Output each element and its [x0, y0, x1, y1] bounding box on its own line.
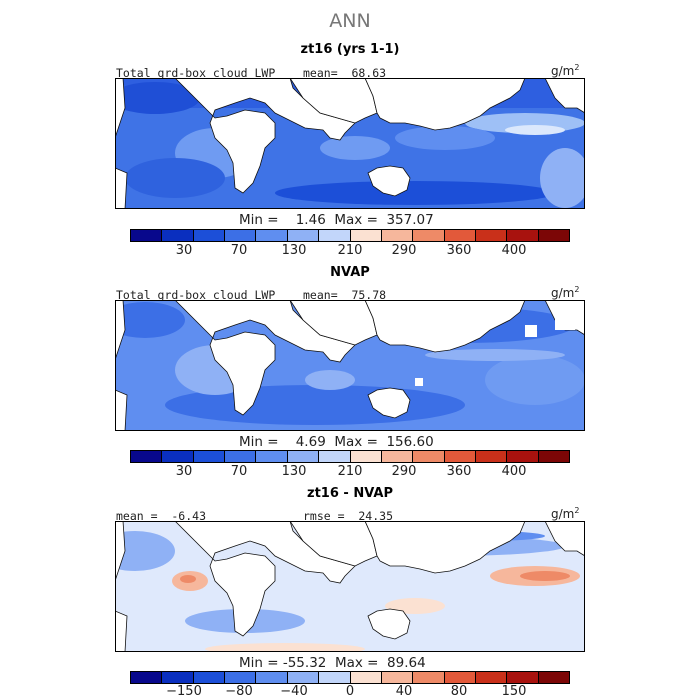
colorbar-tick: 210: [337, 243, 363, 258]
colorbar-tick: 290: [391, 464, 417, 479]
min-max-readout: Min = -55.32 Max = 89.64: [239, 655, 426, 671]
colorbar-tick: 360: [446, 464, 472, 479]
continents: [115, 78, 585, 209]
panel-title-diff: zt16 - NVAP: [307, 486, 393, 501]
colorbar-tick: 130: [281, 243, 307, 258]
colorbar-tick: 360: [446, 243, 472, 258]
panel-field-label: Total grd-box cloud LWP: [116, 66, 276, 80]
panel-rmse-label: rmse = 24.35: [303, 509, 394, 523]
colorbar-obs: [130, 450, 570, 463]
colorbar-tick: −150: [166, 684, 202, 699]
panel-mean-label: mean = -6.43: [116, 509, 207, 523]
panel-title-model: zt16 (yrs 1-1): [300, 42, 400, 57]
colorbar-tick: 400: [501, 464, 527, 479]
colorbar-tick: 150: [501, 684, 527, 699]
map-nvap-lwp: [115, 300, 585, 431]
min-max-readout: Min = 4.69 Max = 156.60: [239, 434, 434, 450]
colorbar-tick: 70: [230, 464, 248, 479]
colorbar-tick: 30: [175, 243, 193, 258]
panel-title-obs: NVAP: [330, 265, 370, 280]
colorbar-tick: 30: [175, 464, 193, 479]
colorbar-model: [130, 229, 570, 242]
colorbar-tick: 290: [391, 243, 417, 258]
panel-field-label: Total grd-box cloud LWP: [116, 288, 276, 302]
colorbar-tick: 210: [337, 464, 363, 479]
colorbar-diff: [130, 671, 570, 684]
colorbar-tick: 40: [395, 684, 413, 699]
colorbar-tick: −40: [280, 684, 308, 699]
colorbar-tick: −80: [225, 684, 253, 699]
map-model-lwp: [115, 78, 585, 209]
colorbar-tick: 130: [281, 464, 307, 479]
panel-units: g/m2: [551, 506, 580, 521]
colorbar-tick: 70: [230, 243, 248, 258]
continents: [115, 521, 585, 652]
map-difference-lwp: [115, 521, 585, 652]
colorbar-tick: 400: [501, 243, 527, 258]
figure-title: ANN: [329, 10, 371, 32]
panel-units: g/m2: [551, 285, 580, 300]
panel-mean-label: mean= 68.63: [303, 66, 387, 80]
panel-mean-label: mean= 75.78: [303, 288, 387, 302]
panel-units: g/m2: [551, 63, 580, 78]
min-max-readout: Min = 1.46 Max = 357.07: [239, 212, 434, 228]
colorbar-tick: 80: [450, 684, 468, 699]
colorbar-tick: 0: [345, 684, 355, 699]
